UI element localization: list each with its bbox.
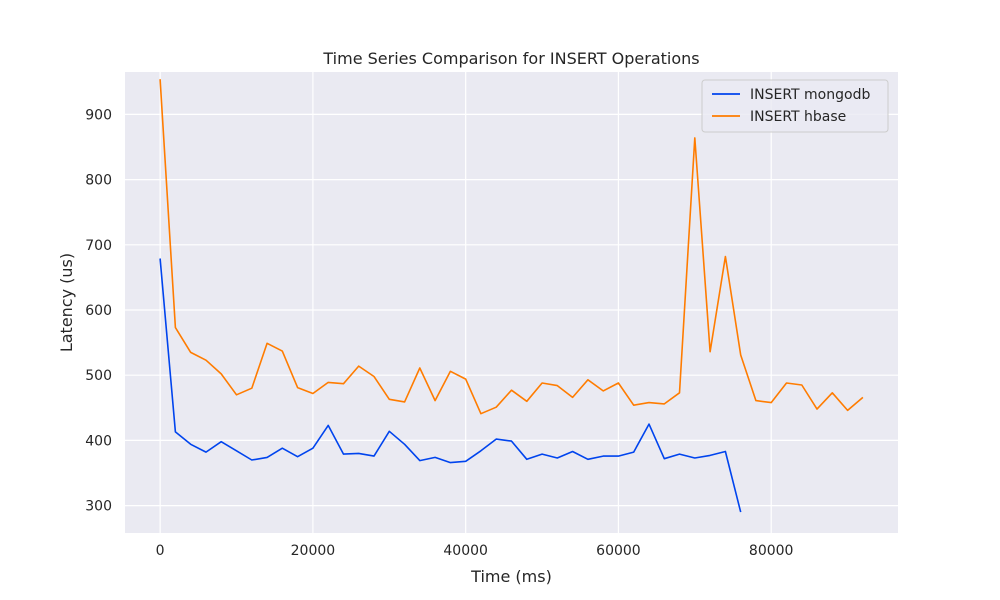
y-tick-label: 400 xyxy=(85,433,112,449)
x-tick-label: 80000 xyxy=(749,543,794,559)
x-axis-ticks: 0 20000 40000 60000 80000 xyxy=(156,543,794,559)
plot-area xyxy=(125,72,898,533)
y-axis-label: Latency (us) xyxy=(57,253,76,352)
y-tick-label: 900 xyxy=(85,107,112,123)
grid xyxy=(125,72,898,533)
y-tick-label: 300 xyxy=(85,499,112,515)
legend-box xyxy=(701,79,889,133)
y-tick-label: 500 xyxy=(85,368,112,384)
series-line-1 xyxy=(159,258,742,513)
series-line-2 xyxy=(159,79,864,415)
x-tick-label: 0 xyxy=(156,543,165,559)
chart-title: Time Series Comparison for INSERT Operat… xyxy=(322,49,699,68)
y-tick-label: 600 xyxy=(85,303,112,319)
x-tick-label: 60000 xyxy=(596,543,641,559)
legend-label: INSERT hbase xyxy=(750,109,846,125)
legend: INSERT mongodb INSERT hbase xyxy=(701,79,889,133)
y-tick-label: 800 xyxy=(85,173,112,189)
series-lines xyxy=(159,79,864,513)
x-tick-label: 20000 xyxy=(291,543,336,559)
x-axis-label: Time (ms) xyxy=(470,567,552,586)
legend-label: INSERT mongodb xyxy=(750,87,870,103)
y-tick-label: 700 xyxy=(85,238,112,254)
y-axis-ticks: 300 400 500 600 700 800 900 xyxy=(85,107,112,514)
x-tick-label: 40000 xyxy=(443,543,488,559)
